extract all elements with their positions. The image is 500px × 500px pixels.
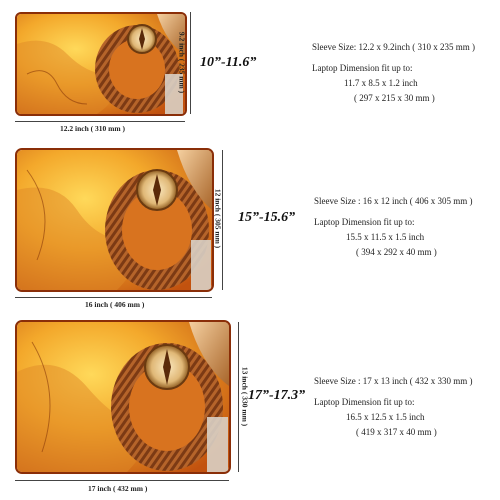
sleeve-image-large: [15, 320, 231, 474]
fit-mm-text: ( 297 x 215 x 30 mm ): [354, 93, 435, 103]
size-label: 15”-15.6”: [238, 210, 296, 225]
fit-label-text: Laptop Dimension fit up to:: [312, 63, 413, 73]
sleeve-size-text: Sleeve Size : 16 x 12 inch ( 406 x 305 m…: [314, 196, 473, 206]
telescope-icon: [177, 150, 212, 210]
fit-label-text: Laptop Dimension fit up to:: [314, 217, 415, 227]
fit-inch-text: 11.7 x 8.5 x 1.2 inch: [344, 78, 418, 88]
fit-inch-text: 15.5 x 11.5 x 1.5 inch: [346, 232, 425, 242]
spec-block: Sleeve Size : 17 x 13 inch ( 432 x 330 m…: [314, 374, 472, 440]
world-map-icon: [17, 40, 115, 114]
telescope-icon: [157, 14, 185, 54]
telescope-icon: [189, 322, 229, 386]
sleeve-size-text: Sleeve Size : 17 x 13 inch ( 432 x 330 m…: [314, 376, 473, 386]
width-dimension: 16 inch ( 406 mm ): [85, 300, 145, 309]
sleeve-size-text: Sleeve Size: 12.2 x 9.2inch ( 310 x 235 …: [312, 42, 475, 52]
spec-block: Sleeve Size : 16 x 12 inch ( 406 x 305 m…: [314, 194, 472, 260]
width-dimension: 17 inch ( 432 mm ): [88, 484, 148, 493]
sleeve-image-medium: [15, 148, 214, 292]
fit-mm-text: ( 419 x 317 x 40 mm ): [356, 427, 437, 437]
width-dimension: 12.2 inch ( 310 mm ): [60, 124, 125, 133]
size-label: 17”-17.3”: [248, 388, 306, 403]
world-map-icon: [17, 187, 135, 290]
fit-mm-text: ( 394 x 292 x 40 mm ): [356, 247, 437, 257]
sleeve-image-small: [15, 12, 187, 116]
size-label: 10”-11.6”: [200, 55, 257, 70]
spec-block: Sleeve Size: 12.2 x 9.2inch ( 310 x 235 …: [312, 40, 475, 106]
height-dimension: 9.2 inch ( 235 mm ): [177, 31, 187, 94]
fit-inch-text: 16.5 x 12.5 x 1.5 inch: [346, 412, 425, 422]
fit-label-text: Laptop Dimension fit up to:: [314, 397, 415, 407]
